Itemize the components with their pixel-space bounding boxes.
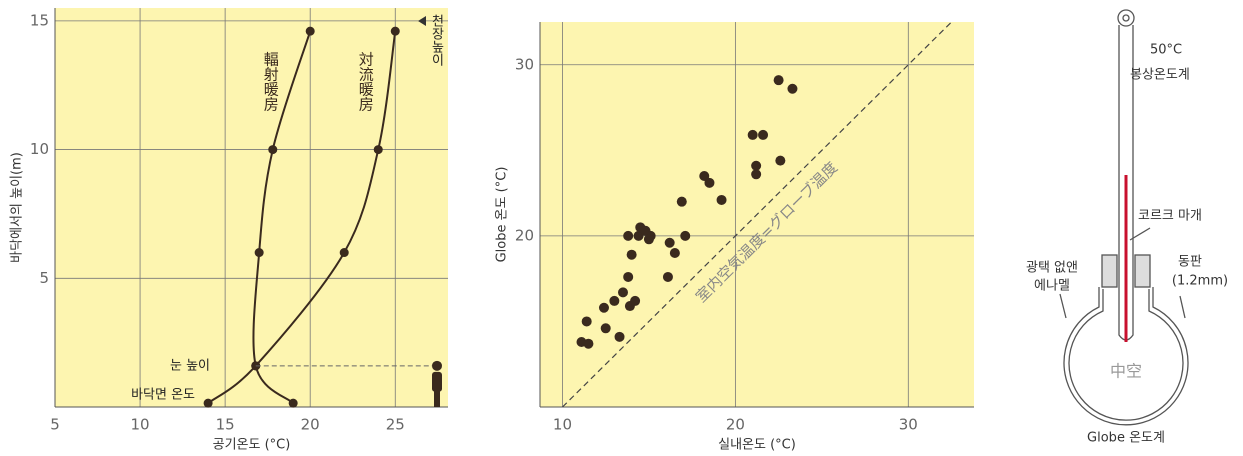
data-point bbox=[340, 248, 349, 257]
label: 코르크 마개 bbox=[1138, 209, 1202, 224]
series-label: 対流暖房 bbox=[357, 51, 375, 111]
data-point bbox=[704, 178, 714, 188]
data-point bbox=[644, 234, 654, 244]
data-point bbox=[787, 84, 797, 94]
data-point bbox=[677, 197, 687, 207]
plot-area bbox=[55, 8, 448, 407]
data-point bbox=[670, 248, 680, 258]
data-point bbox=[775, 156, 785, 166]
data-point bbox=[268, 145, 277, 154]
label: 에나멜 bbox=[1034, 279, 1070, 294]
caption: Globe 온도계 bbox=[1087, 431, 1165, 446]
cork-right bbox=[1135, 255, 1150, 287]
data-point bbox=[663, 272, 673, 282]
data-point bbox=[583, 339, 593, 349]
data-point bbox=[599, 303, 609, 313]
x-axis-title: 공기온도 (°C) bbox=[213, 438, 291, 453]
x-tick-label: 10 bbox=[553, 416, 572, 434]
x-tick-label: 20 bbox=[301, 416, 320, 434]
leader bbox=[1060, 294, 1066, 318]
data-point bbox=[623, 231, 633, 241]
label: 中空 bbox=[1110, 362, 1142, 381]
data-point bbox=[717, 195, 727, 205]
data-point bbox=[306, 27, 315, 36]
y-tick-label: 30 bbox=[515, 55, 534, 73]
label: 광택 없앤 bbox=[1026, 261, 1078, 276]
leader bbox=[1180, 296, 1185, 318]
annotation: 바닥면 온도 bbox=[131, 388, 195, 403]
data-point bbox=[751, 161, 761, 171]
data-point bbox=[630, 296, 640, 306]
person-legs bbox=[434, 390, 440, 407]
x-tick-label: 15 bbox=[216, 416, 235, 434]
data-point bbox=[204, 399, 213, 408]
y-tick-label: 10 bbox=[30, 140, 49, 158]
series-label: 輻射暖房 bbox=[262, 51, 280, 111]
annotation: 눈 높이 bbox=[170, 358, 210, 373]
person-head bbox=[432, 361, 442, 371]
data-point bbox=[758, 130, 768, 140]
label: 봉상온도계 bbox=[1130, 68, 1190, 83]
person-body bbox=[432, 372, 442, 392]
label: (1.2mm) bbox=[1172, 274, 1228, 289]
data-point bbox=[601, 323, 611, 333]
data-point bbox=[623, 272, 633, 282]
data-point bbox=[609, 296, 619, 306]
y-tick-label: 15 bbox=[30, 11, 49, 29]
data-point bbox=[289, 399, 298, 408]
data-point bbox=[374, 145, 383, 154]
data-point bbox=[774, 75, 784, 85]
annotation: 천장높이 bbox=[429, 14, 444, 66]
label: 동판 bbox=[1178, 255, 1202, 270]
data-point bbox=[618, 287, 628, 297]
data-point bbox=[615, 332, 625, 342]
hanger-hole bbox=[1123, 15, 1129, 21]
data-point bbox=[627, 250, 637, 260]
figure: 50°C 봉상온도계 코르크 마개 광택 없앤 에나멜 동판 (1.2mm) 中… bbox=[0, 0, 1243, 456]
data-point bbox=[680, 231, 690, 241]
hanger-loop bbox=[1118, 10, 1134, 26]
scale-mark: 50°C bbox=[1150, 43, 1182, 58]
cork-left bbox=[1102, 255, 1117, 287]
data-point bbox=[665, 238, 675, 248]
data-point bbox=[748, 130, 758, 140]
data-point bbox=[255, 248, 264, 257]
x-tick-label: 10 bbox=[131, 416, 150, 434]
data-point bbox=[582, 316, 592, 326]
data-point bbox=[391, 27, 400, 36]
x-tick-label: 20 bbox=[726, 416, 745, 434]
data-point bbox=[751, 169, 761, 179]
y-tick-label: 5 bbox=[39, 269, 49, 287]
y-axis-title: 바닥에서의 높이(m) bbox=[10, 152, 25, 263]
y-axis-title: Globe 온도 (°C) bbox=[495, 167, 510, 263]
x-tick-label: 25 bbox=[386, 416, 405, 434]
x-tick-label: 5 bbox=[50, 416, 60, 434]
x-tick-label: 30 bbox=[899, 416, 918, 434]
x-axis-title: 실내온도 (°C) bbox=[718, 438, 796, 453]
y-tick-label: 20 bbox=[515, 226, 534, 244]
